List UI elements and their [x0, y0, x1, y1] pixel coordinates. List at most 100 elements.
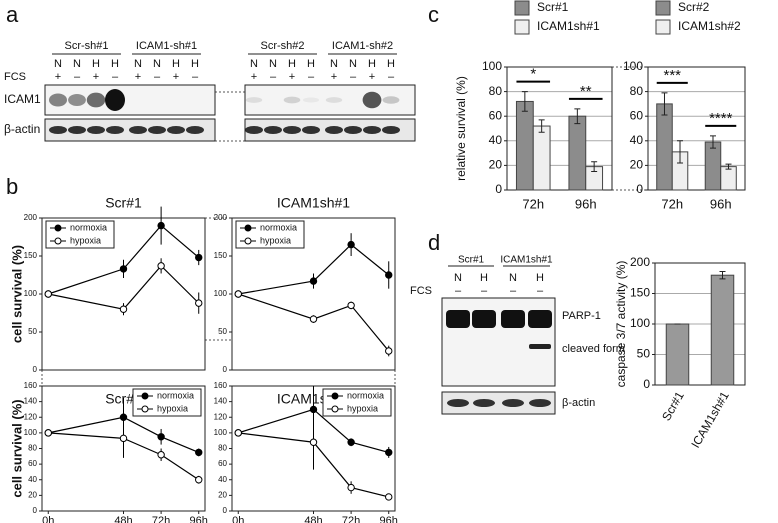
y-axis-label: cell survival (%) — [9, 399, 24, 497]
x-tick-label: 96h — [190, 515, 208, 523]
group-label: ICAM1-sh#1 — [136, 40, 197, 52]
series-line — [48, 432, 200, 481]
marker — [309, 438, 318, 446]
fcs-sign: + — [135, 71, 141, 83]
legend-marker — [331, 392, 339, 400]
lane-label: H — [172, 58, 180, 70]
error-bar — [538, 119, 545, 133]
y-tick-label: 0 — [223, 365, 228, 374]
band — [501, 310, 525, 328]
bar — [568, 115, 587, 191]
band — [529, 344, 551, 349]
marker — [44, 429, 52, 437]
band — [302, 97, 320, 103]
chart-title: ICAM1sh#1 — [277, 195, 350, 211]
fcs-sign: – — [455, 285, 462, 297]
marker — [195, 299, 203, 307]
x-tick-label: 96h — [380, 515, 398, 523]
y-tick-label: 100 — [630, 316, 650, 330]
band — [129, 126, 147, 134]
y-tick-label: 50 — [637, 347, 651, 361]
fcs-label: FCS — [410, 285, 432, 297]
legend-label: normoxia — [157, 390, 194, 400]
band — [245, 97, 263, 103]
y-tick-label: 60 — [218, 459, 227, 468]
group-label: ICAM1-sh#2 — [332, 40, 393, 52]
fcs-sign: + — [251, 71, 257, 83]
error-bar — [725, 163, 732, 170]
y-tick-label: 20 — [218, 490, 227, 499]
fcs-sign: + — [369, 71, 375, 83]
y-tick-label: 60 — [630, 108, 644, 122]
lane-label: H — [387, 58, 395, 70]
plot-frame — [647, 66, 746, 191]
band — [528, 310, 552, 328]
error-bar — [574, 108, 581, 125]
y-tick-label: 100 — [623, 59, 643, 73]
x-tick-label: Scr#1 — [659, 389, 687, 423]
band — [325, 126, 343, 134]
band — [283, 96, 301, 104]
error-bar — [677, 140, 684, 164]
marker — [347, 438, 355, 446]
group-label: Scr-sh#1 — [64, 40, 108, 52]
bar — [704, 141, 722, 191]
lane-label: H — [191, 58, 199, 70]
y-tick-label: 200 — [630, 255, 650, 269]
group-label: Scr#1 — [458, 255, 485, 266]
bar — [710, 274, 735, 386]
legend-label: Scr#1 — [537, 0, 569, 14]
legend-label: normoxia — [260, 222, 297, 232]
plot-frame — [231, 217, 396, 371]
band — [382, 126, 400, 134]
fcs-sign: + — [55, 71, 61, 83]
band — [68, 126, 86, 134]
band — [472, 310, 496, 328]
legend-marker — [141, 392, 149, 400]
error-bar — [709, 135, 716, 149]
group-label: Scr-sh#2 — [260, 40, 304, 52]
legend-label: ICAM1sh#2 — [678, 19, 741, 33]
panel-label: c — [428, 2, 439, 27]
legend-swatch — [514, 19, 530, 35]
lane-label: H — [92, 58, 100, 70]
bar — [656, 103, 673, 191]
y-tick-label: 150 — [24, 251, 38, 260]
error-bar — [661, 92, 668, 116]
fcs-sign: – — [74, 71, 81, 83]
band — [49, 93, 67, 107]
legend-label: normoxia — [347, 390, 384, 400]
legend-marker — [244, 237, 252, 245]
marker — [195, 448, 203, 457]
lane-label: N — [134, 58, 142, 70]
legend-label: Scr#2 — [678, 0, 710, 14]
fcs-sign: – — [154, 71, 161, 83]
y-tick-label: 40 — [28, 475, 37, 484]
marker — [385, 347, 393, 355]
band — [325, 97, 343, 103]
y-tick-label: 80 — [489, 84, 503, 98]
fcs-sign: – — [308, 71, 315, 83]
legend-label: normoxia — [70, 222, 107, 232]
fcs-sign: – — [510, 285, 517, 297]
y-tick-label: 200 — [214, 213, 228, 222]
fcs-sign: – — [350, 71, 357, 83]
lane-label: N — [269, 58, 277, 70]
band — [87, 126, 105, 134]
fcs-sign: – — [537, 285, 544, 297]
series-line — [48, 416, 199, 453]
lane-label: H — [288, 58, 296, 70]
blot-frame — [244, 84, 416, 116]
lane-label: N — [454, 272, 462, 284]
marker — [309, 277, 318, 285]
error-bar — [521, 91, 528, 112]
bar — [532, 125, 551, 191]
y-tick-label: 20 — [28, 490, 37, 499]
series-line — [238, 408, 389, 453]
band — [186, 126, 204, 134]
row-label: β-actin — [4, 122, 40, 136]
lane-label: H — [480, 272, 488, 284]
band — [86, 92, 106, 108]
marker — [119, 265, 128, 273]
y-tick-label: 200 — [24, 213, 38, 222]
